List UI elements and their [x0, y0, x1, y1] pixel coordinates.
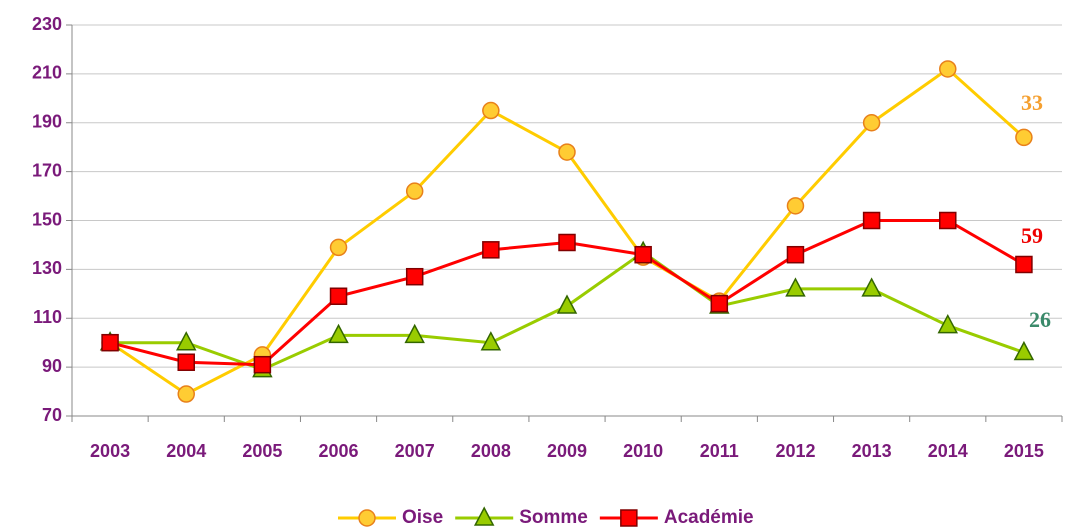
legend-marker: [473, 506, 495, 526]
data-point: [862, 211, 881, 230]
data-point: [480, 331, 502, 351]
annotation: 59: [1021, 223, 1043, 248]
data-point: [175, 331, 197, 351]
data-point: [710, 294, 729, 313]
data-point: [558, 233, 576, 252]
data-point: [861, 277, 882, 297]
x-tick-label: 2013: [852, 441, 892, 461]
data-point: [556, 294, 578, 314]
y-tick-label: 190: [32, 112, 62, 132]
data-point: [558, 143, 576, 161]
x-tick-label: 2008: [471, 441, 511, 461]
x-tick-label: 2005: [242, 441, 282, 461]
x-tick-label: 2004: [166, 441, 206, 461]
legend-marker: [620, 509, 638, 527]
data-point: [405, 267, 424, 286]
data-point: [786, 245, 805, 264]
data-point: [785, 277, 806, 297]
data-point: [1015, 128, 1033, 147]
y-tick-label: 90: [42, 356, 62, 376]
legend-label: Somme: [519, 507, 588, 528]
data-point: [482, 241, 500, 259]
data-point: [482, 101, 500, 120]
data-point: [253, 355, 272, 374]
y-tick-label: 110: [33, 307, 62, 327]
y-tick-label: 170: [32, 160, 62, 180]
x-tick-label: 2009: [547, 441, 587, 461]
x-tick-label: 2015: [1004, 441, 1044, 461]
x-tick-label: 2003: [90, 441, 130, 461]
data-point: [786, 197, 805, 215]
legend-marker: [358, 509, 376, 527]
legend-label: Oise: [402, 507, 443, 528]
data-point: [1015, 255, 1033, 274]
y-tick-label: 230: [32, 14, 62, 34]
y-tick-label: 210: [32, 63, 62, 83]
legend: Oise Somme Académie: [338, 506, 754, 528]
series-line: [109, 67, 1025, 396]
annotation: 33: [1021, 90, 1043, 115]
x-tick-label: 2011: [700, 441, 739, 461]
data-point: [329, 238, 348, 257]
data-point: [862, 114, 881, 132]
data-point: [329, 287, 348, 306]
data-point: [328, 323, 349, 344]
data-point: [177, 385, 195, 403]
data-point: [177, 353, 195, 371]
data-point: [939, 60, 957, 78]
y-tick-label: 70: [42, 405, 62, 425]
x-tick-label: 2010: [623, 441, 663, 461]
x-tick-label: 2006: [319, 441, 359, 461]
data-point: [101, 333, 119, 352]
data-point: [937, 313, 959, 334]
data-point: [405, 182, 424, 200]
data-point: [634, 245, 652, 264]
data-point: [939, 211, 957, 230]
data-point: [404, 323, 425, 344]
legend-label: Académie: [664, 507, 754, 528]
x-tick-label: 2012: [775, 441, 815, 461]
x-tick-label: 2014: [928, 441, 968, 461]
y-tick-label: 150: [32, 209, 62, 229]
y-tick-label: 130: [32, 258, 62, 278]
x-tick-label: 2007: [395, 441, 435, 461]
data-point: [1013, 340, 1035, 361]
annotation: 26: [1029, 307, 1051, 332]
